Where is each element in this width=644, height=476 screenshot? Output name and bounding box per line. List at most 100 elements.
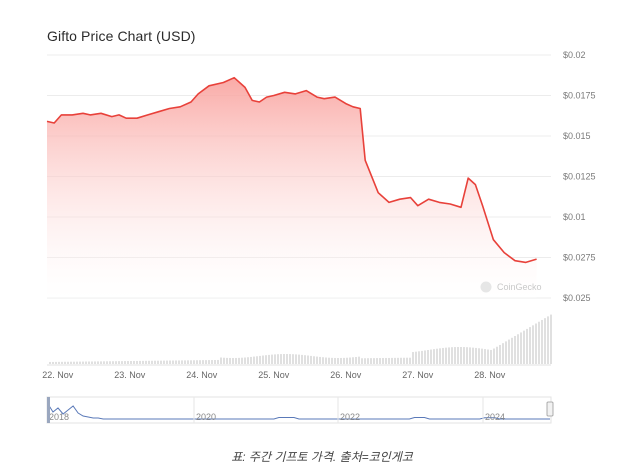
volume-bar <box>493 348 495 364</box>
y-axis: $0.02 $0.0175 $0.015 $0.0125 $0.01 $0.0275 $0.… <box>563 50 596 303</box>
volume-bar <box>379 358 381 364</box>
volume-bar <box>508 339 510 364</box>
volume-bar <box>331 357 333 364</box>
volume-bar <box>475 347 477 364</box>
volume-bar <box>376 358 378 364</box>
navigator[interactable]: 2018 2020 2022 2024 <box>46 396 554 424</box>
volume-bar <box>250 356 252 364</box>
volume-bar <box>352 357 354 364</box>
volume-bar <box>169 360 171 364</box>
volume-bar <box>373 358 375 364</box>
volume-bar <box>523 330 525 364</box>
volume-bar <box>175 360 177 364</box>
volume-bars <box>49 314 552 364</box>
volume-bar <box>349 357 351 364</box>
volume-bar <box>532 325 534 364</box>
volume-bar <box>112 361 114 364</box>
volume-bar <box>361 358 363 364</box>
volume-bar <box>535 323 537 364</box>
volume-bar <box>73 361 75 364</box>
volume-bar <box>286 354 288 364</box>
chart-title: Gifto Price Chart (USD) <box>47 28 196 44</box>
volume-bar <box>118 361 120 364</box>
volume-bar <box>244 357 246 364</box>
volume-bar <box>214 360 216 364</box>
volume-bar <box>223 357 225 364</box>
volume-bar <box>430 349 432 364</box>
coingecko-watermark: CoinGecko <box>497 282 542 292</box>
volume-bar <box>541 319 543 364</box>
volume-bar <box>427 350 429 364</box>
price-chart[interactable]: $0.02 $0.0175 $0.015 $0.0125 $0.01 $0.0275 $0.… <box>0 0 644 440</box>
volume-bar <box>64 361 66 364</box>
volume-bar <box>235 357 237 364</box>
volume-bar <box>85 361 87 364</box>
volume-bar <box>481 348 483 364</box>
volume-bar <box>328 357 330 364</box>
volume-bar <box>340 357 342 364</box>
volume-bar <box>157 360 159 364</box>
volume-bar <box>115 361 117 364</box>
volume-bar <box>106 361 108 364</box>
volume-bar <box>499 344 501 364</box>
volume-bar <box>148 360 150 364</box>
volume-bar <box>52 361 54 364</box>
volume-bar <box>367 358 369 364</box>
volume-bar <box>418 351 420 364</box>
volume-bar <box>205 360 207 364</box>
volume-bar <box>256 356 258 364</box>
volume-bar <box>304 355 306 364</box>
volume-bar <box>502 343 504 364</box>
volume-bar <box>61 361 63 364</box>
volume-bar <box>469 347 471 364</box>
volume-bar <box>259 355 261 364</box>
x-axis: 22. Nov 23. Nov 24. Nov 25. Nov 26. Nov 27. N… <box>42 370 506 380</box>
navigator-left-handle[interactable] <box>47 397 50 423</box>
volume-bar <box>463 347 465 364</box>
volume-bar <box>187 360 189 364</box>
navigator-tick-label: 2018 <box>49 412 69 422</box>
volume-bar <box>424 350 426 364</box>
volume-bar <box>145 360 147 364</box>
volume-bar <box>79 361 81 364</box>
navigator-tick-label: 2020 <box>196 412 216 422</box>
volume-bar <box>154 360 156 364</box>
x-tick-label: 25. Nov <box>258 370 290 380</box>
volume-bar <box>400 357 402 364</box>
volume-bar <box>322 357 324 364</box>
volume-bar <box>550 314 552 364</box>
volume-bar <box>100 361 102 364</box>
x-tick-label: 28. Nov <box>474 370 506 380</box>
x-tick-label: 23. Nov <box>114 370 146 380</box>
volume-bar <box>178 360 180 364</box>
volume-bar <box>298 354 300 364</box>
figure-caption: 표: 주간 기프토 가격. 출처=코인게코 <box>231 450 413 464</box>
navigator-tick-label: 2022 <box>340 412 360 422</box>
volume-bar <box>253 356 255 364</box>
volume-bar <box>439 348 441 364</box>
navigator-right-handle[interactable] <box>546 401 554 417</box>
volume-bar <box>97 361 99 364</box>
volume-bar <box>136 360 138 364</box>
volume-bar <box>133 360 135 364</box>
volume-bar <box>448 347 450 364</box>
x-tick-label: 26. Nov <box>330 370 362 380</box>
volume-bar <box>415 351 417 364</box>
volume-bar <box>472 347 474 364</box>
volume-bar <box>265 355 267 364</box>
volume-bar <box>151 360 153 364</box>
volume-bar <box>529 327 531 364</box>
navigator-tick-label: 2024 <box>485 412 505 422</box>
volume-bar <box>283 354 285 364</box>
volume-bar <box>442 347 444 364</box>
volume-bar <box>295 354 297 364</box>
volume-bar <box>139 360 141 364</box>
y-tick-label: $0.0275 <box>563 253 596 263</box>
volume-bar <box>184 360 186 364</box>
volume-bar <box>487 349 489 364</box>
y-tick-label: $0.0125 <box>563 172 596 182</box>
volume-bar <box>232 357 234 364</box>
volume-bar <box>478 348 480 364</box>
price-area <box>47 77 537 298</box>
volume-bar <box>433 349 435 364</box>
